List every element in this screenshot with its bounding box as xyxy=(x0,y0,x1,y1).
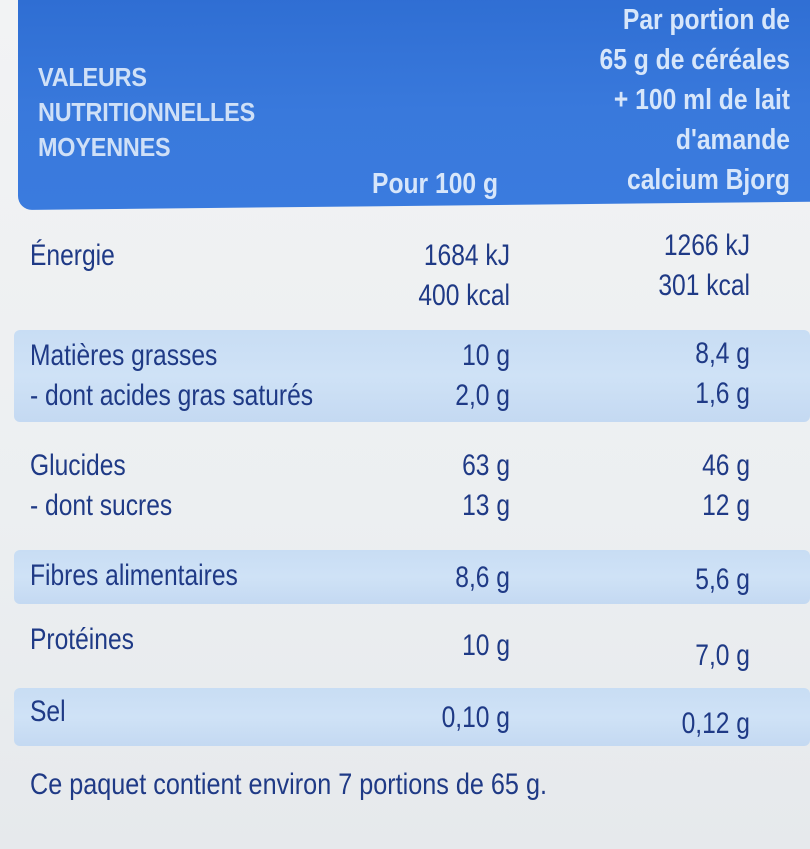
value-per-portion: 8,4 g 1,6 g xyxy=(695,337,750,410)
value-per-portion: 1266 kJ 301 kcal xyxy=(658,229,750,302)
row-sel: Sel 0,10 g 0,12 g xyxy=(14,688,810,746)
row-glucides: Glucides - dont sucres 63 g 13 g 46 g 12… xyxy=(14,440,810,532)
value-per-100g: 0,10 g xyxy=(441,701,510,734)
value-per-100g: 10 g 2,0 g xyxy=(455,339,510,412)
row-proteines: Protéines 10 g 7,0 g xyxy=(14,616,810,676)
value-per-portion: 0,12 g xyxy=(681,707,750,740)
row-name: Sel xyxy=(30,695,66,728)
row-name: Fibres alimentaires xyxy=(30,559,238,592)
value-per-portion: 7,0 g xyxy=(695,639,750,672)
row-energie: Énergie 1684 kJ 400 kcal 1266 kJ 301 kca… xyxy=(14,226,810,316)
row-matieres-grasses: Matières grasses - dont acides gras satu… xyxy=(14,330,810,422)
row-fibres: Fibres alimentaires 8,6 g 5,6 g xyxy=(14,550,810,604)
value-per-100g: 63 g 13 g xyxy=(462,449,510,522)
value-per-100g: 1684 kJ 400 kcal xyxy=(418,239,510,312)
value-per-portion: 5,6 g xyxy=(695,563,750,596)
portions-note: Ce paquet contient environ 7 portions de… xyxy=(30,768,547,801)
column-header-per-100g: Pour 100 g xyxy=(372,168,499,200)
value-per-portion: 46 g 12 g xyxy=(702,449,750,522)
row-name: Énergie xyxy=(30,239,115,272)
table-title: VALEURS NUTRITIONNELLES MOYENNES xyxy=(38,62,255,162)
row-name: Protéines xyxy=(30,623,134,656)
row-name: Matières grasses - dont acides gras satu… xyxy=(30,339,314,412)
column-header-per-portion: Par portion de 65 g de céréales + 100 ml… xyxy=(599,4,790,196)
value-per-100g: 10 g xyxy=(462,629,510,662)
value-per-100g: 8,6 g xyxy=(455,561,510,594)
row-name: Glucides - dont sucres xyxy=(30,449,173,522)
